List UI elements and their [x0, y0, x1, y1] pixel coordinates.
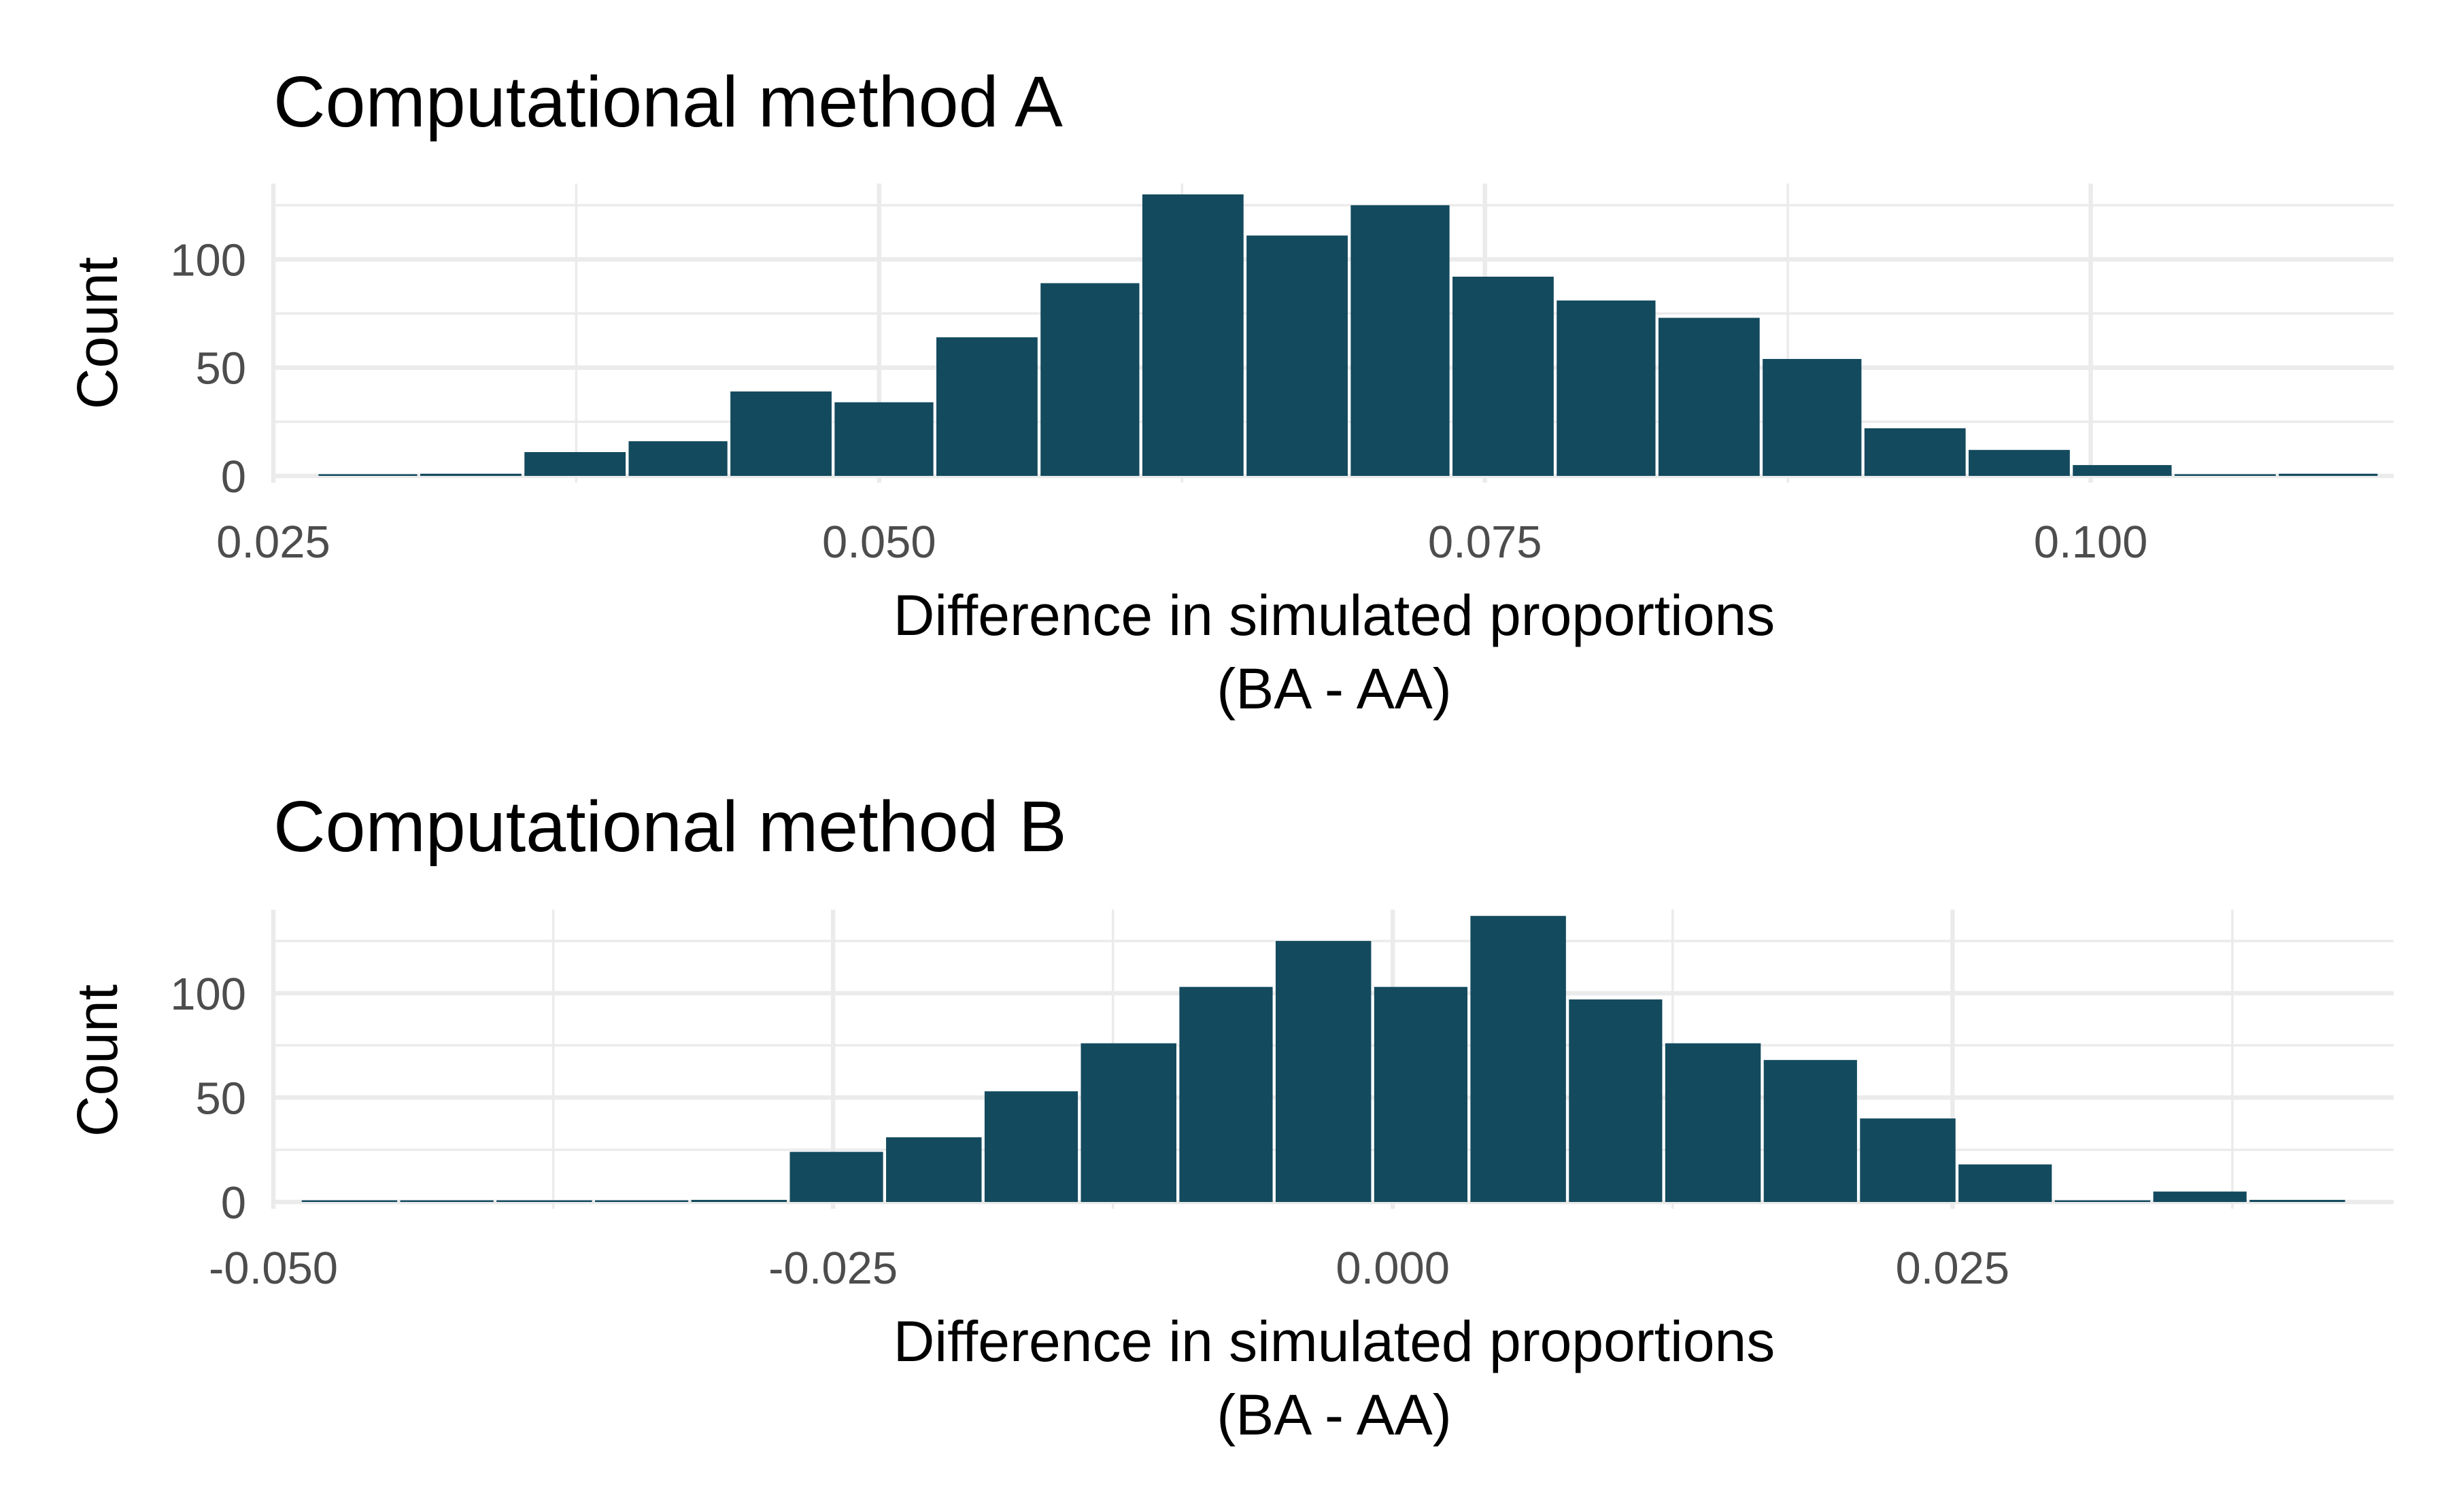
y-tick-labels-method-b: 0 50 100 [170, 969, 246, 1228]
histogram-bar [1763, 359, 1862, 476]
histogram-bar [420, 473, 522, 476]
histogram-bar [1470, 916, 1566, 1202]
histogram-bar [1860, 1118, 1956, 1202]
y-tick-labels-method-a: 0 50 100 [170, 235, 246, 502]
histogram-bar [301, 1200, 398, 1202]
histogram-bar [2174, 474, 2276, 476]
histogram-bar [1864, 428, 1966, 476]
histogram-bar [524, 451, 626, 476]
histogram-bar [834, 402, 934, 476]
x-axis-title-b-line1: Difference in simulated proportions [894, 1309, 1775, 1373]
y-tick-label: 50 [195, 1073, 246, 1124]
histogram-bar [1763, 1060, 1857, 1202]
x-tick-label: 0.000 [1336, 1243, 1450, 1294]
histogram-bar [318, 474, 418, 476]
histogram-bar [691, 1199, 787, 1202]
histogram-bar [400, 1200, 494, 1202]
histogram-bar [1969, 449, 2070, 476]
histogram-bar [628, 441, 728, 476]
x-tick-label: -0.050 [209, 1243, 338, 1294]
histogram-bar [984, 1091, 1078, 1202]
histogram-bar [1142, 194, 1244, 476]
y-tick-label: 100 [170, 235, 246, 286]
histogram-bar [1374, 986, 1467, 1202]
histogram-bar [1081, 1043, 1176, 1202]
x-tick-label: 0.100 [2034, 517, 2148, 568]
x-tick-label: 0.025 [1896, 1243, 2010, 1294]
y-tick-label: 0 [221, 451, 246, 502]
histogram-bar [2054, 1200, 2151, 1202]
histogram-bar [1179, 986, 1273, 1202]
histogram-bar [496, 1200, 592, 1202]
x-axis-title-a-line2: (BA - AA) [1217, 657, 1451, 721]
histogram-bar [936, 337, 1038, 476]
histogram-bar [2249, 1199, 2345, 1202]
histogram-bar [1275, 941, 1372, 1202]
histogram-bar [1665, 1043, 1761, 1202]
histogram-bar [1350, 205, 1450, 476]
histogram-bar [1040, 283, 1140, 476]
x-tick-label: 0.075 [1428, 517, 1542, 568]
y-axis-title-b: Count [65, 984, 129, 1137]
x-tick-label: 0.050 [822, 517, 936, 568]
panel-title-a: Computational method A [273, 62, 1063, 142]
histogram-bar [730, 391, 832, 476]
y-tick-label: 50 [195, 343, 246, 394]
panel-method-a: Computational method A 0 50 100 0.025 0.050… [65, 62, 2394, 721]
histogram-bar [789, 1152, 883, 1202]
y-axis-title-a: Count [65, 257, 129, 409]
y-tick-label: 0 [221, 1178, 246, 1228]
histogram-bar [1569, 999, 1663, 1202]
histogram-bar [2153, 1191, 2247, 1202]
histogram-bar [886, 1137, 982, 1202]
histogram-bar [1246, 235, 1348, 476]
histogram-bar [2279, 473, 2378, 476]
histogram-bar [1658, 317, 1760, 476]
bars-method-a [318, 194, 2378, 476]
bars-method-b [301, 916, 2345, 1202]
histogram-bar [2073, 465, 2172, 476]
x-tick-labels-method-b: -0.050 -0.025 0.000 0.025 [209, 1243, 2009, 1294]
panel-title-b: Computational method B [273, 787, 1067, 867]
histogram-bar [595, 1200, 689, 1202]
y-tick-label: 100 [170, 969, 246, 1020]
histogram-bar [1958, 1164, 2052, 1202]
x-tick-label: 0.025 [216, 517, 330, 568]
x-axis-title-b-line2: (BA - AA) [1217, 1383, 1451, 1447]
histogram-bar [1557, 300, 1656, 476]
histogram-bar [1452, 276, 1554, 476]
x-tick-labels-method-a: 0.025 0.050 0.075 0.100 [216, 517, 2147, 568]
x-tick-label: -0.025 [768, 1243, 898, 1294]
x-axis-title-a-line1: Difference in simulated proportions [894, 583, 1775, 647]
